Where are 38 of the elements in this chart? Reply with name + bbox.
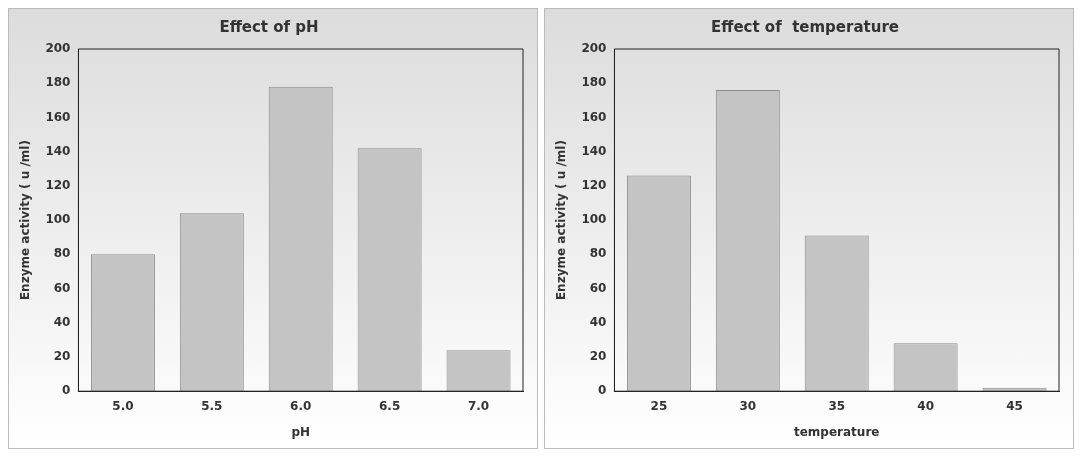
chart-title: Effect of pH [219,17,319,36]
y-tick-label: 60 [53,280,71,295]
x-tick-label: 6.0 [290,398,312,413]
y-tick-label: 40 [589,314,607,329]
y-tick-label: 200 [581,41,607,56]
y-tick-label: 80 [589,246,607,261]
y-axis-title: Enzyme activity ( u /ml) [554,140,569,301]
y-tick-label: 80 [53,246,71,261]
y-tick-label: 120 [45,178,71,193]
x-tick-label: 5.5 [201,398,223,413]
x-tick-label: 45 [1006,398,1023,413]
x-tick-label: 5.0 [112,398,134,413]
x-tick-label: 25 [650,398,668,413]
y-tick-label: 40 [53,314,71,329]
x-tick-label: 30 [739,398,757,413]
x-tick-label: 35 [828,398,846,413]
x-axis-title: temperature [793,424,880,439]
y-tick-label: 20 [589,349,607,364]
x-tick-label: 40 [917,398,934,413]
y-tick-label: 140 [581,143,607,158]
y-axis-title: Enzyme activity ( u /ml) [18,140,33,301]
x-tick-label: 7.0 [467,398,490,413]
x-axis-title: pH [291,424,311,439]
y-tick-label: 180 [45,75,71,90]
y-tick-label: 160 [581,109,607,124]
y-tick-label: 100 [45,212,71,227]
x-tick-label: 6.5 [379,398,401,413]
y-tick-label: 140 [45,143,71,158]
y-tick-label: 120 [581,178,607,193]
y-tick-label: 60 [589,280,607,295]
chart-title: Effect of temperature [711,17,899,36]
y-tick-label: 20 [53,349,71,364]
y-tick-label: 180 [581,75,607,90]
y-tick-label: 160 [45,109,71,124]
y-tick-label: 0 [62,383,71,398]
y-tick-label: 200 [45,41,71,56]
y-tick-label: 100 [581,212,607,227]
y-tick-label: 0 [598,383,607,398]
